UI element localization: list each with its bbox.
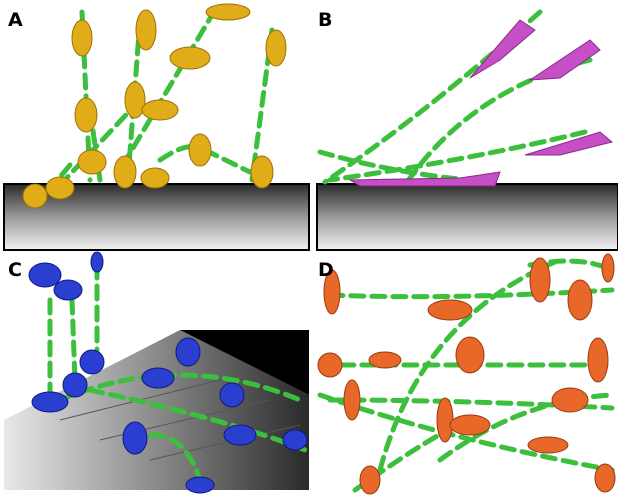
panel-label: C [8, 259, 22, 281]
panel-c: C [0, 252, 309, 496]
panel-a: A [0, 0, 309, 250]
panel-d: D [313, 253, 618, 496]
panel-b: B [313, 0, 618, 250]
panel-label: A [8, 9, 23, 31]
figure: A B C [0, 0, 618, 496]
panel-label: B [318, 9, 332, 31]
panel-label: D [318, 259, 334, 281]
